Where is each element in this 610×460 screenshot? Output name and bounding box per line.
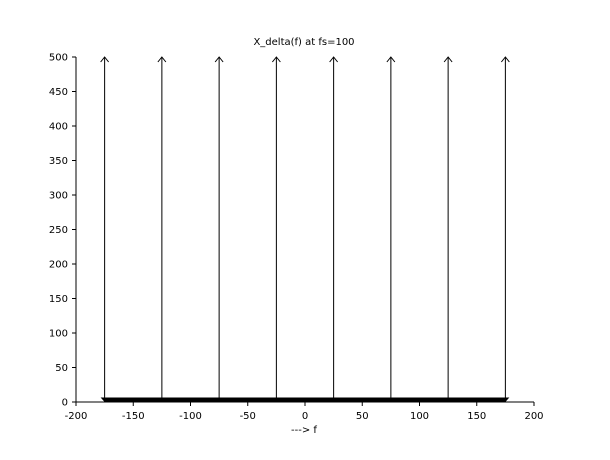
- impulse-arrowhead: [386, 56, 396, 63]
- y-tick-label: 350: [49, 156, 68, 167]
- y-tick-label: 0: [62, 398, 68, 409]
- impulse-arrowhead: [500, 56, 510, 63]
- x-tick-label: -200: [65, 411, 88, 422]
- baseline-right-end: [505, 397, 510, 402]
- x-tick-label: 0: [302, 411, 308, 422]
- impulse-arrowhead: [157, 56, 167, 63]
- y-tick-label: 150: [49, 294, 68, 305]
- y-tick-label: 300: [49, 191, 68, 202]
- y-tick-label: 450: [49, 87, 68, 98]
- x-tick-label: 200: [524, 411, 543, 422]
- axes: -200 -150 -100 -50 0 50 100 150 200 0 50 100 150 200 2…: [49, 53, 544, 423]
- y-tick-label: 250: [49, 225, 68, 236]
- chart-title: X_delta(f) at fs=100: [253, 37, 354, 48]
- y-tick-label: 500: [49, 53, 68, 64]
- x-tick-label: 100: [410, 411, 429, 422]
- y-tick-label: 200: [49, 260, 68, 271]
- y-tick-label: 400: [49, 122, 68, 133]
- baseline-left-end: [100, 397, 105, 402]
- x-tick-label: -50: [240, 411, 256, 422]
- impulse-arrowhead: [271, 56, 281, 63]
- x-tick-label: 50: [356, 411, 369, 422]
- x-axis-label: ---> f: [291, 425, 317, 436]
- x-tick-label: 150: [467, 411, 486, 422]
- impulse-arrowhead: [214, 56, 224, 63]
- y-tick-label: 100: [49, 329, 68, 340]
- impulse-arrowhead: [100, 56, 110, 63]
- impulse-arrowhead: [329, 56, 339, 63]
- y-tick-label: 50: [55, 363, 68, 374]
- impulse-arrowhead: [443, 56, 453, 63]
- baseline-bar: [104, 397, 506, 402]
- x-tick-label: -150: [122, 411, 145, 422]
- stem-series: [100, 56, 510, 402]
- x-tick-label: -100: [179, 411, 202, 422]
